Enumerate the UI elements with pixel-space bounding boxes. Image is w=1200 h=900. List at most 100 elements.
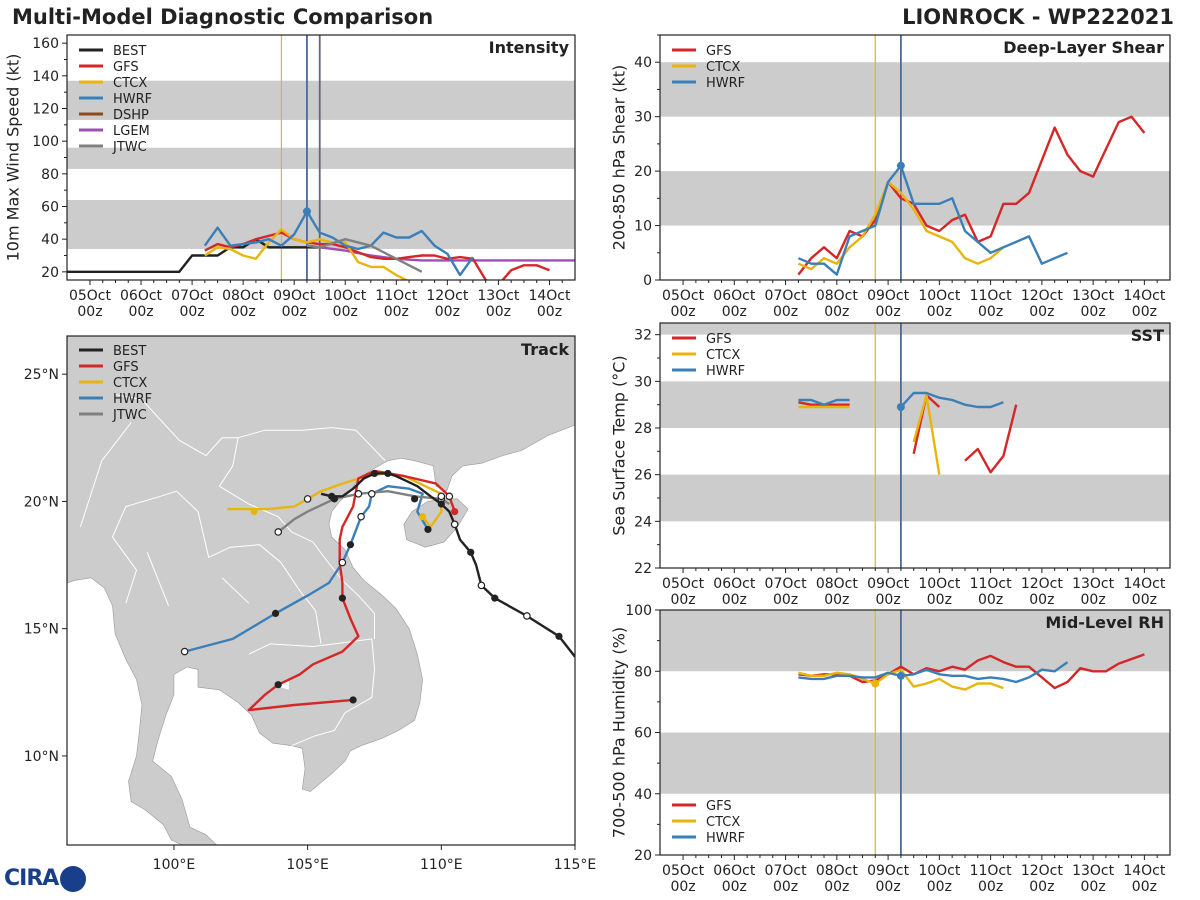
track-point-open-jtwc	[445, 492, 454, 501]
intensity-line-jtwc	[306, 237, 423, 273]
sst-xtick-label: 10Oct	[918, 576, 961, 592]
intensity-ytick-label: 100	[32, 134, 59, 150]
rh-xtick-sublabel: 00z	[722, 879, 747, 895]
track-point-open-hwrf	[180, 647, 189, 656]
rh-xtick-label: 12Oct	[1021, 863, 1064, 879]
track-point-open-ctcx	[437, 492, 446, 501]
figure-title: Multi-Model Diagnostic Comparison	[12, 5, 434, 29]
sst-band-0	[660, 474, 1170, 522]
track-xtick-label: 115°E	[554, 857, 597, 873]
rh-ytick-label: 100	[625, 603, 652, 619]
intensity-ytick-label: 160	[32, 36, 59, 52]
shear-frame	[659, 34, 1171, 281]
track-point-filled-best	[328, 492, 336, 500]
track-line-best	[320, 472, 575, 658]
rh-xtick-sublabel: 00z	[1029, 879, 1054, 895]
shear-ytick-label: 20	[634, 164, 652, 180]
track-border-4	[111, 490, 177, 604]
sst-line-gfs-2	[964, 404, 1018, 474]
shear-xtick-label: 05Oct	[662, 288, 705, 304]
shear-legend-label-hwrf: HWRF	[706, 76, 745, 91]
rh-xtick-sublabel: 00z	[1132, 879, 1157, 895]
shear-xtick-sublabel: 00z	[927, 304, 952, 320]
track-point-filled-best	[437, 500, 445, 508]
track-point-open-hwrf	[367, 489, 376, 498]
track-start-marker	[451, 508, 459, 516]
sst-ytick-label: 28	[634, 421, 652, 437]
shear-xtick-sublabel: 00z	[1029, 304, 1054, 320]
shear-legend-label-ctcx: CTCX	[706, 60, 740, 75]
sst-ytick-label: 30	[634, 374, 652, 390]
sst-frame	[659, 322, 1171, 569]
sst-ytick-label: 32	[634, 328, 652, 344]
intensity-ytick-label: 80	[41, 167, 59, 183]
sst-xtick-sublabel: 00z	[876, 592, 901, 608]
track-legend-label-ctcx: CTCX	[113, 376, 147, 391]
rh-hwrf-marker	[896, 671, 905, 680]
track-point-filled-gfs	[349, 696, 357, 704]
track-legend-label-hwrf: HWRF	[113, 392, 152, 407]
rh-legend-label-gfs: GFS	[706, 799, 732, 814]
sst-xtick-label: 14Oct	[1123, 576, 1166, 592]
track-land-mainland	[67, 336, 575, 845]
sst-xtick-sublabel: 00z	[722, 592, 747, 608]
sst-xtick-sublabel: 00z	[1081, 592, 1106, 608]
sst-xtick-sublabel: 00z	[927, 592, 952, 608]
track-xtick-label: 110°E	[420, 857, 463, 873]
shear-xtick-label: 07Oct	[765, 288, 808, 304]
sst-line-hwrf-1	[900, 391, 1004, 409]
rh-xtick-label: 08Oct	[816, 863, 859, 879]
shear-ytick-label: 10	[634, 219, 652, 235]
track-point-filled-best	[491, 594, 499, 602]
shear-xtick-sublabel: 00z	[1132, 304, 1157, 320]
intensity-xtick-sublabel: 00z	[282, 304, 307, 320]
shear-ylabel: 200-850 hPa Shear (kt)	[610, 65, 629, 251]
track-border-5	[79, 422, 132, 528]
track-point-filled-best	[467, 548, 475, 556]
track-point-open-jtwc	[303, 495, 312, 503]
intensity-hwrf-marker	[302, 207, 311, 216]
track-point-filled-hwrf	[271, 609, 280, 618]
intensity-line-ctcx	[204, 228, 409, 280]
rh-xtick-label: 09Oct	[867, 863, 910, 879]
sst-title: SST	[1131, 326, 1164, 345]
sst-line-ctcx-1	[912, 394, 941, 475]
track-border-6	[146, 552, 170, 606]
shear-xtick-sublabel: 00z	[1081, 304, 1106, 320]
cira-logo-icon	[60, 866, 87, 892]
sst-panel: 22242628303205Oct00z06Oct00z07Oct00z08Oc…	[610, 322, 1171, 608]
rh-xtick-label: 10Oct	[918, 863, 961, 879]
shear-band-0	[660, 171, 1170, 226]
shear-line-hwrf	[797, 164, 1068, 276]
rh-band-1	[660, 610, 1170, 672]
rh-xtick-label: 11Oct	[970, 863, 1013, 879]
track-legend-label-jtwc: JTWC	[112, 408, 147, 423]
shear-ytick-label: 40	[634, 55, 652, 71]
sst-band-2	[660, 323, 1170, 335]
track-panel: 100°E 105°E 110°E 115°E 10°N 15°N 20°N 25°N Trac…	[24, 335, 597, 873]
track-frame	[66, 335, 576, 846]
intensity-band-1	[67, 147, 575, 169]
intensity-xtick-label: 11Oct	[375, 288, 418, 304]
intensity-legend-label-best: BEST	[113, 44, 146, 59]
rh-ytick-label: 40	[634, 787, 652, 803]
sst-series-group	[798, 391, 1018, 475]
sst-xtick-sublabel: 00z	[978, 592, 1003, 608]
shear-xtick-sublabel: 00z	[876, 304, 901, 320]
rh-line-ctcx	[798, 668, 1004, 691]
intensity-ytick-label: 60	[41, 200, 59, 216]
intensity-line-lgem	[306, 244, 575, 262]
shear-xtick-label: 06Oct	[713, 288, 756, 304]
rh-legend-label-hwrf: HWRF	[706, 831, 745, 846]
shear-xtick-label: 10Oct	[918, 288, 961, 304]
rh-xtick-label: 07Oct	[765, 863, 808, 879]
intensity-xtick-sublabel: 00z	[384, 304, 409, 320]
sst-xtick-label: 13Oct	[1072, 576, 1115, 592]
track-border-3	[248, 638, 376, 747]
intensity-legend-label-hwrf: HWRF	[113, 92, 152, 107]
shear-xtick-label: 12Oct	[1021, 288, 1064, 304]
intensity-ytick-label: 40	[41, 232, 59, 248]
intensity-line-gfs	[204, 231, 550, 280]
track-point-filled-gfs	[274, 681, 282, 689]
